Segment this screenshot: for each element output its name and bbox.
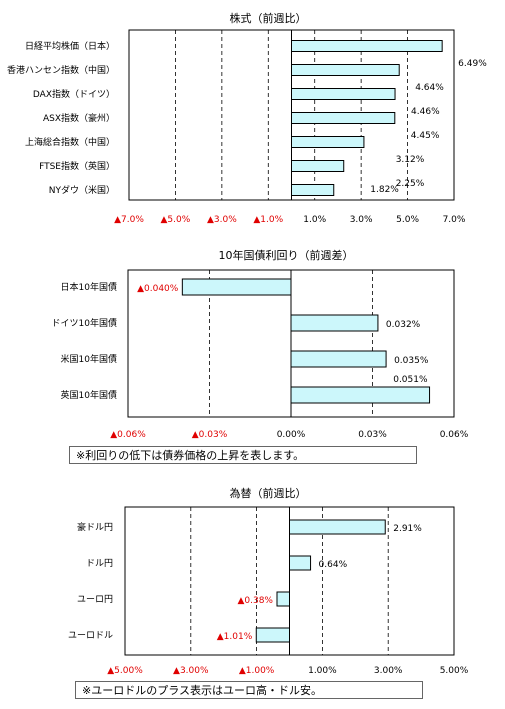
bond-bar bbox=[181, 278, 292, 296]
stock-bar bbox=[291, 64, 400, 76]
stock-value-label: 4.46% bbox=[411, 107, 440, 117]
bond-note: ※利回りの低下は債券価格の上昇を表します。 bbox=[69, 446, 417, 464]
stock-value-label: 3.12% bbox=[396, 155, 425, 165]
bond-tick-label: ▲0.06% bbox=[110, 430, 146, 440]
stock-category-label: 上海総合指数（中国） bbox=[25, 136, 115, 148]
bond-value-label: ▲0.040% bbox=[137, 284, 179, 294]
bond-category-label: 米国10年国債 bbox=[61, 353, 117, 365]
stock-bar bbox=[291, 136, 365, 148]
stock-bar bbox=[291, 184, 335, 196]
fx-tick-label: ▲3.00% bbox=[173, 666, 209, 676]
fx-bar bbox=[289, 519, 386, 535]
stock-chart-title: 株式（前週比） bbox=[230, 11, 307, 25]
stock-bar bbox=[291, 160, 345, 172]
stock-bar bbox=[291, 40, 443, 52]
bond-bar bbox=[290, 350, 387, 368]
bond-value-label: 0.032% bbox=[386, 320, 421, 330]
bond-bar bbox=[290, 314, 379, 332]
bond-value-label: 0.035% bbox=[394, 356, 429, 366]
bond-tick-label: 0.06% bbox=[440, 430, 469, 440]
bond-chart-title: 10年国債利回り（前週差） bbox=[219, 248, 354, 262]
stock-value-label: 4.45% bbox=[411, 131, 440, 141]
fx-tick-label: 5.00% bbox=[440, 666, 469, 676]
stock-bar bbox=[291, 112, 396, 124]
fx-value-label: ▲1.01% bbox=[217, 632, 253, 642]
stock-tick-label: 1.0% bbox=[303, 215, 326, 225]
bond-tick-label: 0.00% bbox=[277, 430, 306, 440]
stock-tick-label: ▲5.0% bbox=[161, 215, 191, 225]
stock-category-label: NYダウ（米国） bbox=[49, 184, 115, 196]
fx-category-label: ユーロ円 bbox=[77, 594, 113, 605]
stock-value-label: 2.25% bbox=[396, 179, 425, 189]
fx-tick-label: ▲1.00% bbox=[239, 666, 275, 676]
fx-category-label: ユーロドル bbox=[68, 631, 113, 641]
stock-tick-label: 3.0% bbox=[350, 215, 373, 225]
stock-tick-label: 7.0% bbox=[443, 215, 466, 225]
stock-category-label: 香港ハンセン指数（中国） bbox=[7, 64, 115, 76]
stock-tick-label: ▲7.0% bbox=[114, 215, 144, 225]
stock-category-label: DAX指数（ドイツ） bbox=[33, 88, 115, 100]
bond-bar bbox=[290, 386, 431, 404]
fx-bar bbox=[255, 627, 290, 643]
stock-tick-label: ▲3.0% bbox=[207, 215, 237, 225]
fx-bar bbox=[289, 555, 312, 571]
bond-value-label: 0.051% bbox=[393, 375, 428, 385]
bond-tick-label: 0.03% bbox=[358, 430, 387, 440]
stock-category-label: FTSE指数（英国） bbox=[39, 160, 115, 172]
fx-tick-label: 1.00% bbox=[308, 666, 337, 676]
fx-note: ※ユーロドルのプラス表示はユーロ高・ドル安。 bbox=[75, 681, 423, 699]
fx-bar bbox=[276, 591, 290, 607]
stock-value-label: 6.49% bbox=[458, 59, 487, 69]
stock-value-label: 1.82% bbox=[370, 185, 399, 195]
fx-chart-title: 為替（前週比） bbox=[230, 486, 307, 500]
stock-category-label: 日経平均株価（日本） bbox=[25, 40, 115, 52]
fx-category-label: 豪ドル円 bbox=[77, 521, 113, 533]
bond-category-label: 英国10年国債 bbox=[61, 389, 117, 401]
stock-tick-label: 5.0% bbox=[396, 215, 419, 225]
bond-category-label: ドイツ10年国債 bbox=[52, 317, 117, 329]
bond-tick-label: ▲0.03% bbox=[192, 430, 228, 440]
stock-bar bbox=[291, 88, 396, 100]
fx-tick-label: 3.00% bbox=[374, 666, 403, 676]
fx-value-label: 2.91% bbox=[393, 524, 422, 534]
stock-category-label: ASX指数（豪州） bbox=[43, 112, 115, 124]
fx-category-label: ドル円 bbox=[86, 558, 113, 569]
bond-category-label: 日本10年国債 bbox=[61, 281, 117, 293]
fx-tick-label: ▲5.00% bbox=[107, 666, 143, 676]
fx-value-label: ▲0.38% bbox=[237, 596, 273, 606]
stock-tick-label: ▲1.0% bbox=[253, 215, 283, 225]
fx-value-label: 0.64% bbox=[319, 560, 348, 570]
stock-value-label: 4.64% bbox=[415, 83, 444, 93]
